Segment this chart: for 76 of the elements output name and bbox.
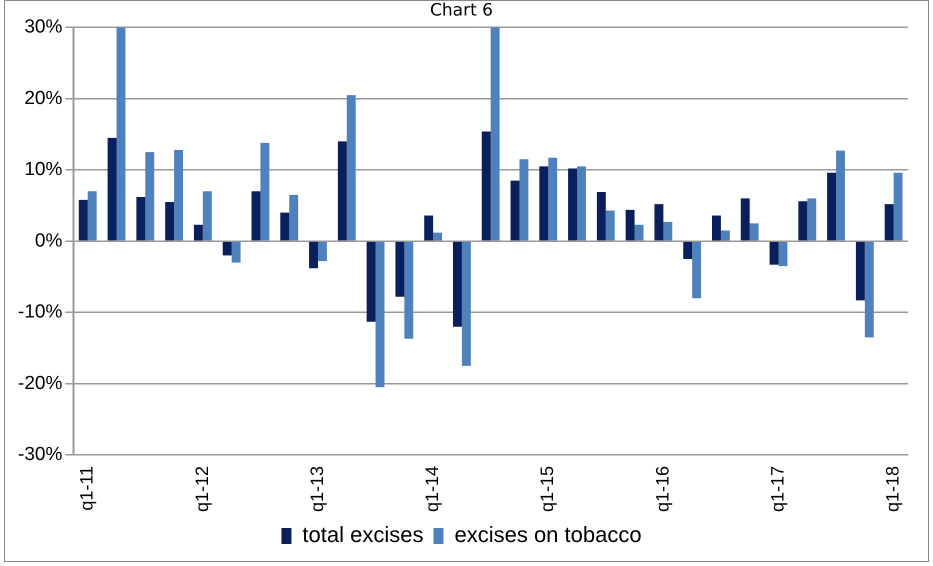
- chart-title: Chart 6: [430, 0, 493, 21]
- x-tick-label: q1-13: [306, 466, 327, 512]
- bar: [692, 242, 702, 298]
- bar: [260, 142, 270, 240]
- y-tick-label: -30%: [18, 444, 62, 466]
- bar: [894, 172, 903, 240]
- bar: [798, 201, 808, 240]
- x-tick-label: q1-14: [422, 466, 442, 512]
- y-tick-label: 30%: [24, 16, 62, 38]
- bar: [145, 152, 154, 240]
- bar: [596, 192, 606, 240]
- bar: [424, 216, 434, 240]
- legend-label: total excises: [302, 522, 424, 548]
- bar: [807, 198, 816, 240]
- bar: [864, 242, 874, 338]
- bar: [683, 242, 692, 259]
- y-tick-label: 0%: [34, 230, 62, 252]
- bar: [252, 191, 260, 240]
- x-tick-label: q1-18: [882, 466, 903, 512]
- bar: [376, 242, 384, 388]
- bar: [548, 158, 558, 240]
- bar: [510, 180, 520, 240]
- bar: [606, 210, 615, 240]
- bar: [404, 242, 414, 339]
- bar: [88, 191, 97, 240]
- bar: [452, 242, 462, 327]
- bar: [519, 159, 528, 240]
- bar: [770, 242, 778, 265]
- bar: [194, 224, 203, 240]
- bar: [720, 230, 730, 240]
- bar: [202, 191, 212, 240]
- bar: [462, 242, 471, 366]
- bar: [174, 150, 184, 240]
- bar: [634, 224, 644, 240]
- bar: [280, 212, 290, 240]
- bar: [836, 150, 845, 240]
- bar: [827, 172, 836, 240]
- x-tick-label: q1-16: [652, 466, 672, 512]
- bar: [222, 242, 232, 256]
- x-tick-label: q1-17: [767, 466, 788, 512]
- bar: [626, 210, 635, 240]
- bar: [116, 27, 126, 240]
- bar: [750, 223, 759, 240]
- y-tick-label: 10%: [24, 159, 62, 180]
- bar: [318, 242, 327, 262]
- x-tick-label: q1-15: [537, 466, 558, 512]
- bar: [654, 204, 664, 240]
- bar: [884, 204, 894, 240]
- y-tick-label: -10%: [18, 302, 62, 323]
- bar: [712, 216, 721, 240]
- y-tick-label: -20%: [18, 372, 62, 394]
- x-tick-label: q1-11: [76, 466, 97, 511]
- bar: [577, 166, 586, 240]
- bar: [366, 242, 376, 322]
- bar: [778, 242, 788, 266]
- bar: [539, 166, 548, 240]
- bar: [108, 138, 117, 240]
- bar: [165, 202, 174, 240]
- x-tick-label: q1-12: [192, 466, 212, 512]
- legend-label: excises on tobacco: [454, 522, 642, 548]
- bar: [289, 194, 298, 240]
- bar: [346, 95, 356, 240]
- bar: [663, 222, 672, 240]
- bar: [309, 242, 318, 268]
- bar: [232, 242, 241, 263]
- bar: [78, 200, 88, 240]
- bar: [395, 242, 404, 297]
- bar: [482, 131, 491, 240]
- bar: [136, 197, 146, 240]
- bar: [490, 27, 500, 240]
- bar: [433, 232, 442, 240]
- y-tick-label: 20%: [24, 88, 62, 109]
- bar: [740, 198, 750, 240]
- bar: [568, 168, 578, 240]
- bar: [856, 242, 865, 300]
- bar: [338, 141, 347, 240]
